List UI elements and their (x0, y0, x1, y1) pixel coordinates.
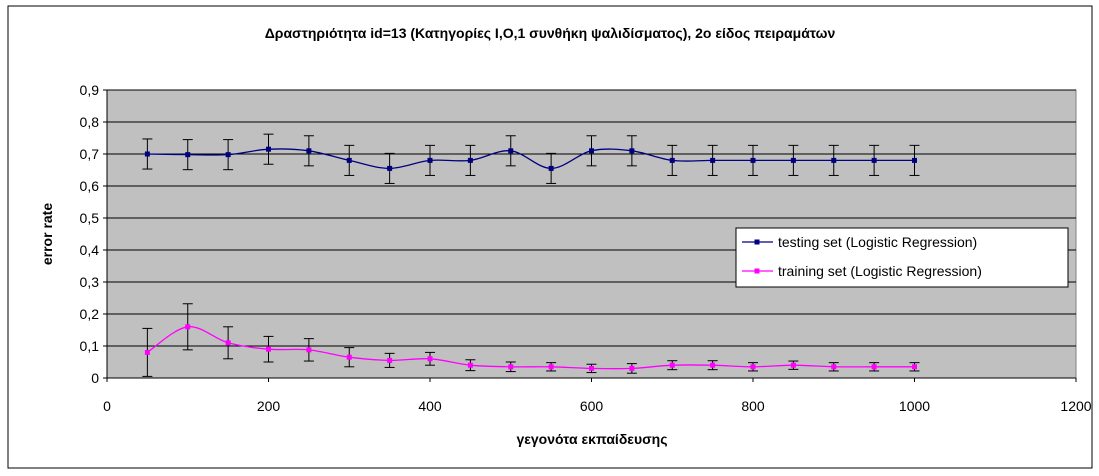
y-tick-label: 0,8 (80, 114, 100, 130)
x-tick-label: 400 (418, 398, 442, 414)
data-point-testing (750, 157, 756, 163)
data-point-training (427, 356, 433, 362)
data-point-testing (710, 157, 716, 163)
data-point-testing (589, 148, 594, 154)
data-point-training (508, 364, 514, 370)
legend-marker-training (754, 268, 760, 274)
x-tick-label: 600 (580, 398, 604, 414)
data-point-training (912, 364, 917, 370)
y-tick-label: 0 (91, 370, 99, 386)
data-point-testing (548, 165, 554, 171)
series-line-training (147, 326, 915, 370)
x-tick-label: 1200 (1060, 398, 1091, 414)
data-point-testing (306, 148, 312, 154)
y-axis-title: error rate (39, 203, 55, 265)
data-point-training (750, 364, 756, 370)
x-tick-label: 1000 (899, 398, 930, 414)
data-point-training (467, 362, 473, 368)
data-point-training (629, 365, 635, 371)
data-point-testing (225, 152, 231, 158)
legend: testing set (Logistic Regression) traini… (735, 227, 1069, 288)
series-lines (147, 148, 915, 370)
data-point-training (185, 324, 191, 330)
chart-title: Δραστηριότητα id=13 (Κατηγορίες I,O,1 συ… (265, 25, 836, 41)
y-tick-label: 0,6 (80, 178, 100, 194)
data-point-training (589, 365, 594, 371)
data-point-testing (871, 157, 877, 163)
series-line-testing (147, 148, 915, 170)
y-tick-label: 0,7 (80, 146, 100, 162)
data-point-testing (790, 157, 796, 163)
data-point-training (144, 349, 150, 355)
data-point-testing (831, 157, 837, 163)
data-point-training (710, 362, 716, 368)
data-point-testing (508, 148, 514, 154)
data-point-training (266, 346, 271, 352)
data-point-testing (387, 165, 393, 171)
data-point-training (790, 362, 796, 368)
legend-box (735, 227, 1069, 288)
x-tick-labels: 0 200 400 600 800 1000 1200 (103, 378, 1092, 414)
data-point-testing (912, 157, 917, 163)
data-point-training (831, 364, 837, 370)
data-point-testing (629, 148, 635, 154)
legend-marker-testing (754, 239, 760, 245)
x-axis-title: γεγονότα εκπαίδευσης (516, 431, 667, 447)
x-tick-label: 800 (741, 398, 765, 414)
y-tick-label: 0,2 (80, 306, 100, 322)
x-tick-label: 200 (257, 398, 281, 414)
y-tick-label: 0,1 (80, 338, 100, 354)
y-tick-label: 0,5 (80, 210, 100, 226)
legend-label-testing: testing set (Logistic Regression) (778, 234, 977, 250)
data-point-testing (467, 157, 473, 163)
data-point-training (225, 340, 231, 346)
data-point-training (669, 362, 675, 368)
y-tick-label: 0,4 (80, 242, 100, 258)
x-tick-label: 0 (103, 398, 111, 414)
data-point-training (346, 354, 352, 360)
data-point-training (871, 364, 877, 370)
y-tick-label: 0,9 (80, 82, 100, 98)
data-point-training (548, 364, 554, 370)
data-point-testing (185, 152, 191, 158)
y-tick-labels: 0 0,1 0,2 0,3 0,4 0,5 0,6 0,7 0,8 0,9 (80, 82, 107, 386)
data-point-testing (669, 157, 675, 163)
series-markers (144, 146, 917, 371)
y-tick-label: 0,3 (80, 274, 100, 290)
legend-label-training: training set (Logistic Regression) (778, 263, 982, 279)
data-point-training (306, 347, 312, 353)
data-point-testing (266, 146, 271, 152)
data-point-testing (427, 157, 433, 163)
data-point-training (387, 357, 393, 363)
data-point-testing (346, 157, 352, 163)
data-point-testing (144, 151, 150, 157)
